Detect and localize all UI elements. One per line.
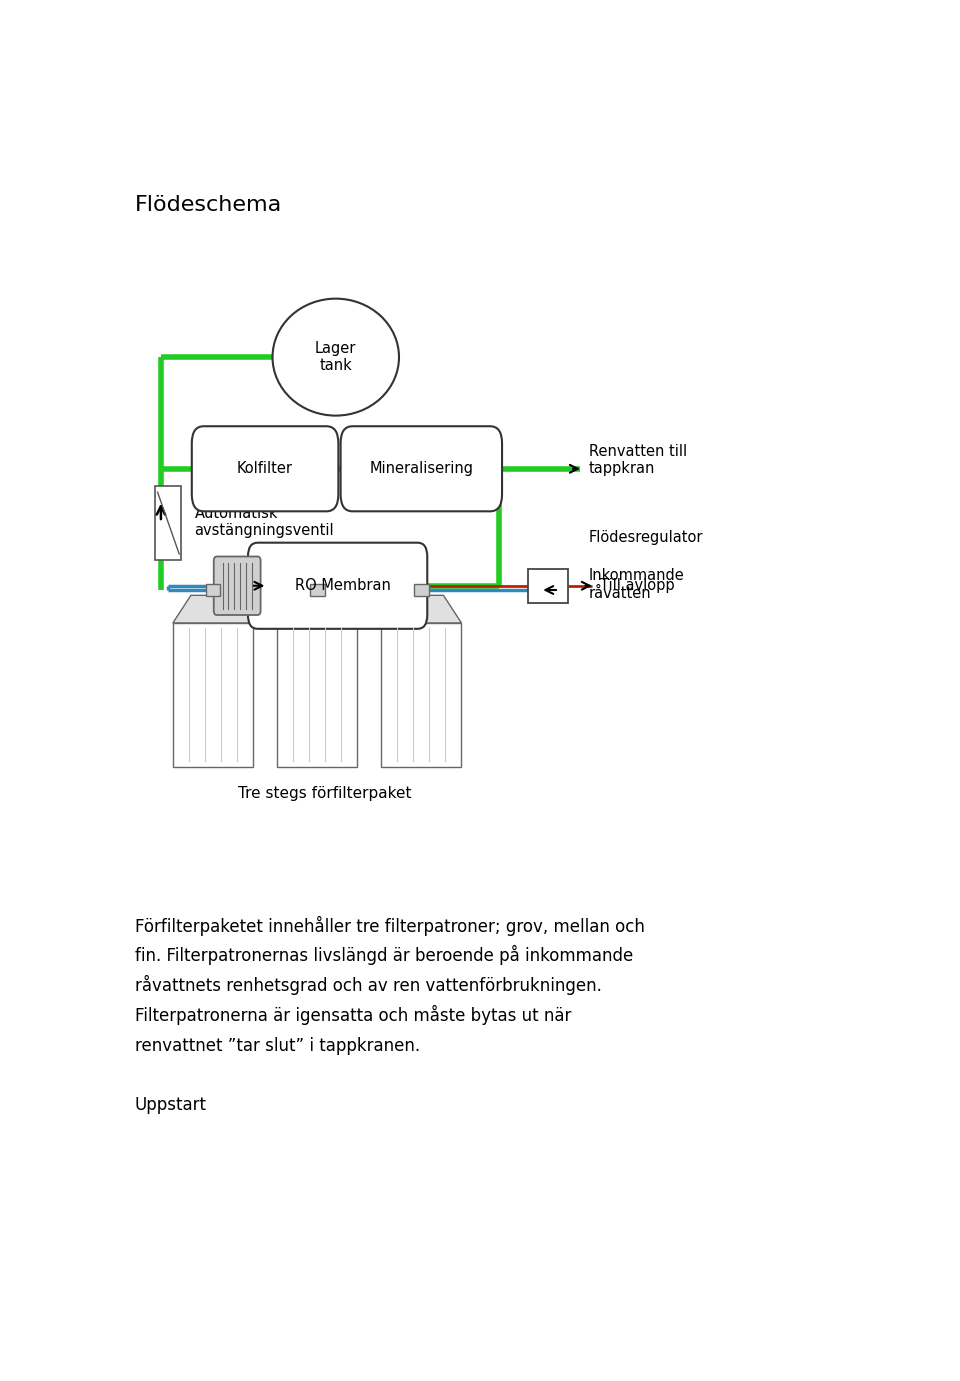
Text: Lager
tank: Lager tank	[315, 341, 356, 373]
FancyBboxPatch shape	[310, 584, 324, 597]
Text: Kolfilter: Kolfilter	[237, 461, 293, 476]
FancyBboxPatch shape	[192, 427, 338, 511]
Text: Uppstart: Uppstart	[134, 1097, 207, 1114]
Text: Filterpatronerna är igensatta och måste bytas ut när: Filterpatronerna är igensatta och måste …	[134, 1005, 571, 1025]
Text: Inkommande
råvatten: Inkommande råvatten	[588, 569, 684, 601]
FancyBboxPatch shape	[173, 623, 253, 766]
Text: Renvatten till
tappkran: Renvatten till tappkran	[588, 445, 686, 476]
Ellipse shape	[273, 298, 399, 416]
FancyBboxPatch shape	[156, 486, 181, 561]
FancyBboxPatch shape	[277, 623, 357, 766]
Text: RO Membran: RO Membran	[296, 579, 391, 594]
FancyBboxPatch shape	[214, 557, 260, 615]
Text: Flödesregulator: Flödesregulator	[588, 530, 704, 545]
FancyBboxPatch shape	[381, 623, 462, 766]
FancyBboxPatch shape	[414, 584, 429, 597]
Text: renvattnet ”tar slut” i tappkranen.: renvattnet ”tar slut” i tappkranen.	[134, 1037, 420, 1055]
Text: Tre stegs förfilterpaket: Tre stegs förfilterpaket	[238, 786, 411, 801]
Text: råvattnets renhetsgrad och av ren vattenförbrukningen.: råvattnets renhetsgrad och av ren vatten…	[134, 975, 602, 996]
FancyBboxPatch shape	[205, 584, 221, 597]
Polygon shape	[381, 595, 462, 623]
FancyBboxPatch shape	[248, 543, 427, 628]
Text: Förfilterpaketet innehåller tre filterpatroner; grov, mellan och: Förfilterpaketet innehåller tre filterpa…	[134, 916, 645, 935]
Text: Flödeschema: Flödeschema	[134, 196, 282, 215]
FancyBboxPatch shape	[528, 569, 568, 602]
Text: fin. Filterpatronernas livslängd är beroende på inkommande: fin. Filterpatronernas livslängd är bero…	[134, 946, 634, 965]
FancyBboxPatch shape	[341, 427, 502, 511]
Polygon shape	[277, 595, 357, 623]
Text: Till avlopp: Till avlopp	[600, 579, 675, 594]
Polygon shape	[173, 595, 253, 623]
Text: Automatisk
avstängningsventil: Automatisk avstängningsventil	[194, 505, 334, 539]
Text: Mineralisering: Mineralisering	[370, 461, 473, 476]
